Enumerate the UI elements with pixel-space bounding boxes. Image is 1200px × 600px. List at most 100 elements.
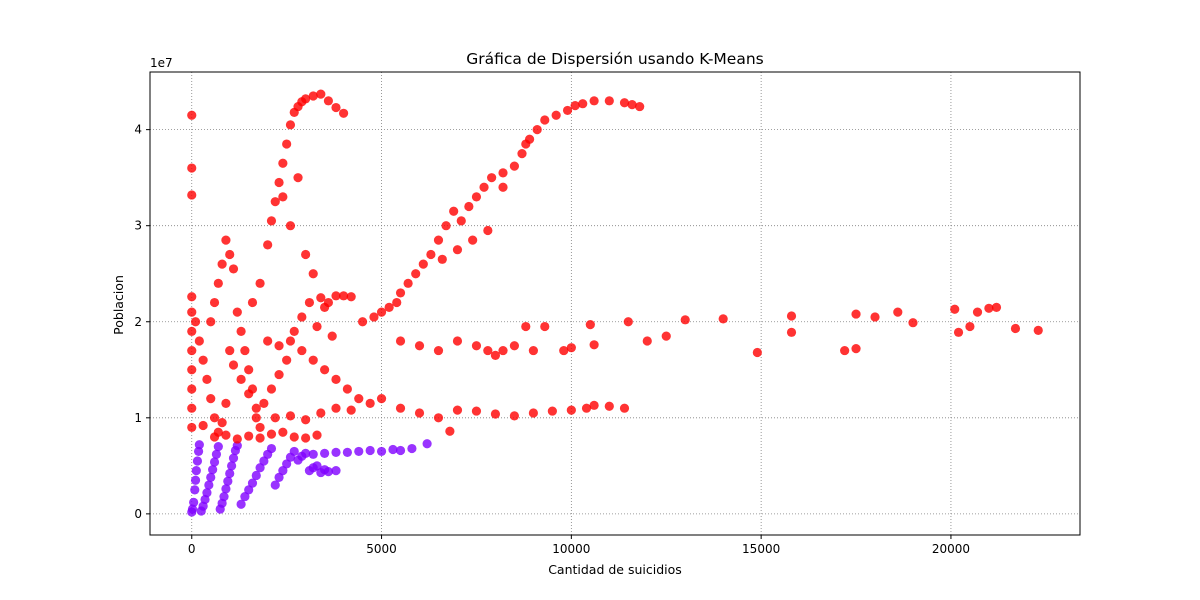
data-point [517, 149, 527, 159]
data-point [369, 312, 379, 322]
data-point [221, 398, 231, 409]
data-point [274, 369, 284, 380]
data-point [202, 374, 212, 384]
data-point [984, 303, 994, 313]
x-tick-label: 5000 [366, 542, 397, 556]
data-point [187, 292, 197, 302]
data-point [192, 456, 203, 466]
data-point [540, 321, 550, 332]
data-point [240, 345, 250, 356]
data-point [323, 467, 334, 477]
data-point [893, 307, 903, 317]
data-point [187, 110, 197, 120]
data-point [395, 403, 406, 413]
data-point [354, 446, 364, 457]
data-point [323, 96, 334, 106]
data-point [490, 350, 501, 360]
data-point [308, 91, 318, 101]
axis-ticks: 0 5000 10000 15000 20000 0 1 2 3 4 [134, 123, 970, 556]
data-point [255, 463, 265, 473]
data-point [320, 365, 330, 375]
data-point [392, 297, 402, 308]
data-point [301, 448, 311, 458]
data-point [840, 345, 850, 356]
data-point [244, 365, 254, 375]
data-point [395, 288, 406, 298]
data-point [285, 221, 296, 231]
x-tick-label: 20000 [932, 542, 970, 556]
data-point [479, 182, 489, 192]
data-point [289, 326, 299, 336]
data-point [232, 441, 242, 451]
data-point [589, 96, 599, 106]
data-point [578, 99, 588, 109]
data-point [221, 484, 231, 494]
data-point [551, 110, 561, 120]
data-point [206, 317, 216, 327]
data-point [227, 461, 237, 471]
data-point [278, 192, 288, 202]
data-point [718, 314, 728, 324]
data-point [308, 269, 318, 279]
data-point [285, 120, 296, 130]
data-point [623, 317, 633, 327]
data-point [661, 331, 671, 341]
data-point [521, 321, 531, 332]
data-point [619, 98, 630, 108]
data-point [228, 264, 239, 274]
data-point [266, 443, 277, 454]
data-point [251, 470, 261, 481]
data-point [187, 365, 197, 375]
data-point [437, 254, 447, 264]
data-point [187, 326, 197, 336]
data-point [327, 331, 337, 341]
data-point [304, 297, 315, 308]
data-point [225, 468, 235, 479]
data-point [187, 307, 197, 317]
data-point [247, 297, 258, 308]
data-point [589, 340, 599, 350]
data-point [278, 158, 288, 168]
data-point [297, 345, 307, 356]
data-point [293, 173, 303, 183]
data-point [263, 240, 273, 250]
data-point [581, 403, 592, 413]
data-point [209, 457, 220, 467]
data-point [483, 225, 493, 236]
data-point [289, 432, 299, 442]
data-point [471, 192, 482, 202]
data-point [331, 466, 341, 476]
data-point [346, 405, 356, 415]
data-point [418, 259, 428, 269]
data-point [950, 304, 960, 314]
data-point [187, 384, 197, 394]
data-point [414, 408, 425, 418]
data-point [468, 235, 478, 245]
data-point [627, 100, 637, 110]
data-point [266, 384, 277, 394]
data-point [365, 445, 375, 456]
data-point [752, 347, 762, 358]
data-point [786, 327, 797, 337]
data-point [449, 206, 459, 216]
data-point [365, 398, 375, 409]
data-point [244, 431, 254, 441]
data-point [191, 466, 201, 476]
data-point [187, 345, 197, 356]
data-point [456, 216, 466, 226]
data-point [680, 315, 690, 325]
data-point [320, 448, 330, 458]
data-point [221, 430, 231, 440]
data-point [331, 447, 341, 457]
data-point [851, 309, 861, 319]
data-point [338, 108, 349, 118]
data-point [225, 249, 235, 260]
data-point [255, 433, 265, 443]
data-point [1033, 325, 1043, 335]
data-point [490, 409, 501, 419]
data-point [274, 472, 284, 482]
data-point [289, 446, 299, 457]
data-point [308, 355, 318, 365]
data-point [219, 491, 229, 502]
data-point [604, 96, 614, 106]
